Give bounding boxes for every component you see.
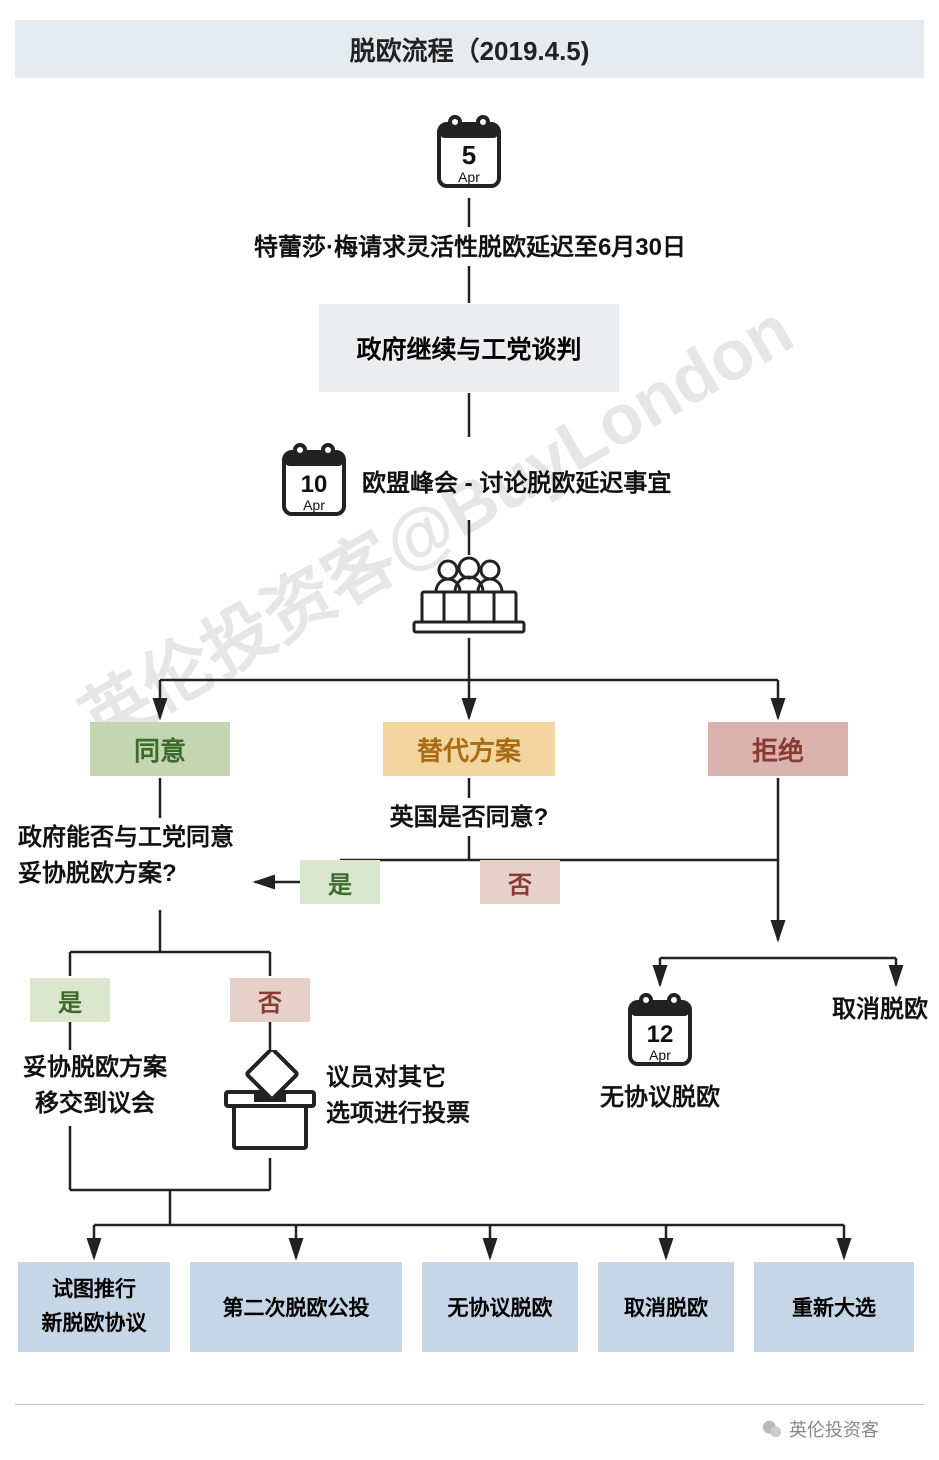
footer-text: 英伦投资客 [789,1416,879,1442]
outcome-new-deal: 试图推行 新脱欧协议 [18,1262,170,1352]
svg-text:Apr: Apr [458,169,480,185]
svg-text:10: 10 [301,471,328,498]
node-mp-vote: 议员对其它 选项进行投票 [326,1060,506,1132]
outcome-cancel: 取消脱欧 [598,1262,734,1352]
outcome-second-ref: 第二次脱欧公投 [190,1262,402,1352]
node-yes-uk-label: 是 [328,865,352,900]
node-yes-uk: 是 [300,860,380,904]
calendar-apr5-icon: 5 Apr [433,110,505,192]
svg-text:Apr: Apr [649,1047,671,1063]
outcome-no-deal-label: 无协议脱欧 [448,1292,553,1322]
node-agree: 同意 [90,722,230,776]
node-no-gov-label: 否 [258,983,282,1018]
ballot-box-icon [222,1050,318,1158]
footer-signature: 英伦投资客 [761,1416,879,1442]
outcome-cancel-label: 取消脱欧 [624,1292,708,1322]
node-eu-summit: 欧盟峰会 - 讨论脱欧延迟事宜 [362,466,762,502]
node-gov-labour-talks: 政府继续与工党谈判 [319,304,619,392]
node-yes-gov-label: 是 [58,983,82,1018]
footer-divider [15,1404,924,1405]
node-uk-agree-q: 英国是否同意? [350,800,588,836]
node-yes-gov: 是 [30,978,110,1022]
node-alternative-label: 替代方案 [417,731,521,768]
outcome-no-deal: 无协议脱欧 [422,1262,578,1352]
svg-text:Apr: Apr [303,497,325,513]
node-reject: 拒绝 [708,722,848,776]
node-reject-label: 拒绝 [752,731,804,768]
outcome-election-label: 重新大选 [792,1292,876,1322]
node-gov-agree-q: 政府能否与工党同意 妥协脱欧方案? [18,820,302,892]
node-no-uk-label: 否 [508,865,532,900]
node-no-deal: 无协议脱欧 [580,1080,740,1116]
svg-text:5: 5 [462,140,476,170]
node-no-gov: 否 [230,978,310,1022]
node-alternative: 替代方案 [383,722,555,776]
node-compromise-to-parliament: 妥协脱欧方案 移交到议会 [0,1050,190,1122]
node-no-uk: 否 [480,860,560,904]
outcome-election: 重新大选 [754,1262,914,1352]
node-request-extension: 特蕾莎·梅请求灵活性脱欧延迟至6月30日 [120,230,820,266]
outcome-new-deal-label: 试图推行 新脱欧协议 [42,1273,147,1340]
node-gov-labour-talks-label: 政府继续与工党谈判 [356,330,581,366]
node-cancel-brexit: 取消脱欧 [820,992,939,1028]
panel-icon [408,556,530,638]
svg-text:12: 12 [647,1021,674,1048]
calendar-apr12-icon: 12 Apr [624,988,696,1070]
outcome-second-ref-label: 第二次脱欧公投 [223,1292,370,1322]
calendar-apr10-icon: 10 Apr [278,438,350,520]
node-agree-label: 同意 [134,731,186,768]
wechat-icon [761,1418,783,1440]
